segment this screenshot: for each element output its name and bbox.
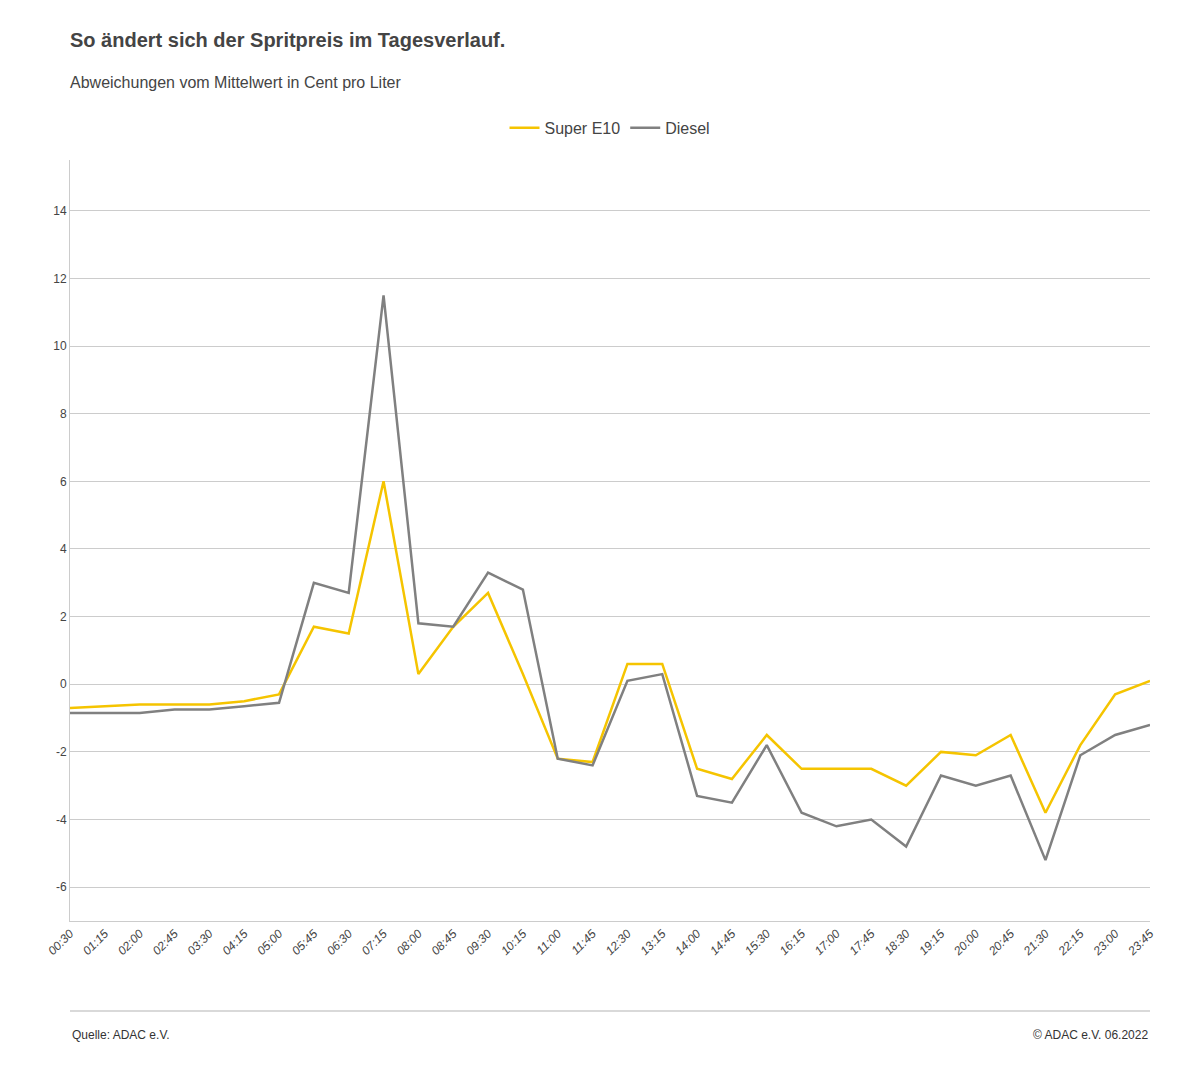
svg-text:4: 4 [60, 542, 67, 556]
svg-text:2: 2 [60, 610, 67, 624]
svg-text:12: 12 [53, 272, 67, 286]
svg-text:05:45: 05:45 [289, 927, 320, 958]
svg-text:03:30: 03:30 [185, 927, 216, 958]
svg-text:05:00: 05:00 [254, 927, 285, 958]
svg-text:10: 10 [53, 339, 67, 353]
svg-text:16:15: 16:15 [777, 927, 808, 958]
svg-text:11:45: 11:45 [568, 927, 599, 958]
svg-text:08:00: 08:00 [394, 927, 425, 958]
svg-text:Quelle: ADAC e.V.: Quelle: ADAC e.V. [72, 1028, 170, 1042]
svg-text:14:00: 14:00 [672, 927, 703, 958]
svg-text:10:15: 10:15 [498, 927, 529, 958]
svg-text:-6: -6 [56, 880, 67, 894]
svg-text:Abweichungen vom Mittelwert in: Abweichungen vom Mittelwert in Cent pro … [70, 74, 401, 91]
svg-text:02:00: 02:00 [115, 927, 146, 958]
svg-text:14:45: 14:45 [707, 927, 738, 958]
svg-text:14: 14 [53, 204, 67, 218]
svg-text:21:30: 21:30 [1020, 927, 1052, 959]
svg-text:15:30: 15:30 [742, 927, 773, 958]
svg-text:17:00: 17:00 [812, 927, 843, 958]
svg-text:08:45: 08:45 [428, 927, 459, 958]
svg-text:23:00: 23:00 [1090, 927, 1122, 959]
svg-text:-4: -4 [56, 813, 67, 827]
svg-text:07:15: 07:15 [359, 927, 390, 958]
svg-text:23:45: 23:45 [1125, 927, 1157, 959]
svg-text:8: 8 [60, 407, 67, 421]
svg-text:13:15: 13:15 [637, 927, 668, 958]
svg-text:12:30: 12:30 [603, 927, 634, 958]
svg-text:-2: -2 [56, 745, 67, 759]
svg-text:09:30: 09:30 [463, 927, 494, 958]
svg-text:04:15: 04:15 [219, 927, 250, 958]
svg-text:© ADAC e.V. 06.2022: © ADAC e.V. 06.2022 [1033, 1028, 1148, 1042]
svg-text:17:45: 17:45 [847, 927, 878, 958]
svg-text:18:30: 18:30 [881, 927, 912, 958]
svg-text:6: 6 [60, 475, 67, 489]
svg-text:01:15: 01:15 [80, 927, 111, 958]
svg-text:11:00: 11:00 [534, 927, 565, 958]
svg-text:0: 0 [60, 677, 67, 691]
svg-text:Diesel: Diesel [665, 120, 709, 137]
svg-text:06:30: 06:30 [324, 927, 355, 958]
svg-text:19:15: 19:15 [916, 927, 947, 958]
svg-text:02:45: 02:45 [150, 927, 181, 958]
svg-text:So ändert sich der Spritpreis: So ändert sich der Spritpreis im Tagesve… [70, 29, 505, 51]
svg-text:00:30: 00:30 [45, 927, 76, 958]
svg-text:20:00: 20:00 [950, 927, 982, 959]
svg-text:Super E10: Super E10 [545, 120, 621, 137]
svg-text:22:15: 22:15 [1055, 927, 1087, 959]
svg-text:20:45: 20:45 [985, 927, 1017, 959]
